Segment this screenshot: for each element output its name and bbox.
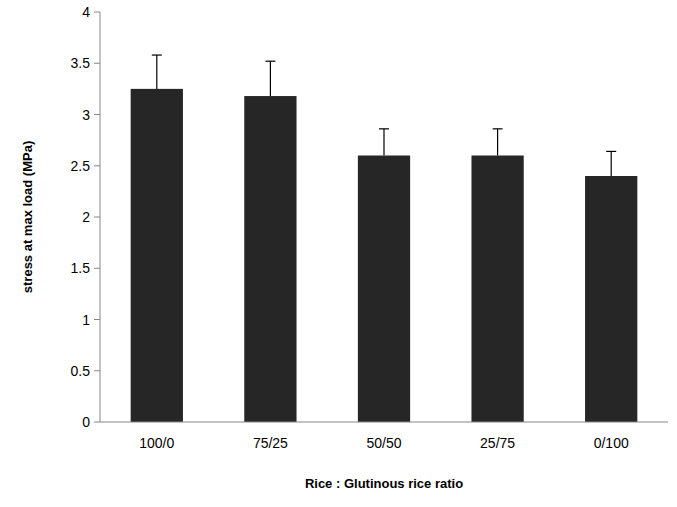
y-tick: [94, 12, 100, 13]
bar: [131, 89, 183, 422]
y-tick-label: 3.5: [71, 55, 91, 71]
y-tick: [94, 63, 100, 64]
x-tick-label: 50/50: [366, 435, 401, 451]
error-cap: [379, 128, 389, 129]
error-cap: [606, 151, 616, 152]
y-tick-label: 3: [82, 107, 90, 123]
error-bar: [493, 129, 503, 156]
x-tick-label: 0/100: [594, 435, 629, 451]
error-bar: [379, 129, 389, 156]
y-tick-label: 2: [82, 209, 90, 225]
x-tick-label: 25/75: [480, 435, 515, 451]
error-stem: [270, 61, 271, 96]
error-stem: [156, 55, 157, 89]
error-cap: [493, 128, 503, 129]
marks: [131, 55, 638, 422]
x-tick-label: 100/0: [139, 435, 174, 451]
y-tick: [94, 268, 100, 269]
y-tick: [94, 422, 100, 423]
bar: [585, 176, 637, 422]
error-cap: [152, 54, 162, 55]
y-axis: [100, 12, 101, 422]
bar: [244, 96, 296, 422]
y-tick: [94, 217, 100, 218]
y-tick-label: 4: [82, 4, 90, 20]
error-bar: [265, 61, 275, 96]
error-stem: [383, 129, 384, 156]
y-tick-label: 0: [82, 414, 90, 430]
y-tick-label: 2.5: [71, 158, 91, 174]
error-cap: [265, 61, 275, 62]
y-tick: [94, 370, 100, 371]
y-tick-label: 1: [82, 312, 90, 328]
y-axis-title: stress at max load (MPa): [20, 141, 35, 293]
error-bar: [606, 151, 616, 176]
x-tick-label: 75/25: [253, 435, 288, 451]
error-bar: [152, 55, 162, 89]
y-tick-label: 1.5: [71, 260, 91, 276]
y-tick: [94, 114, 100, 115]
x-axis: [100, 422, 668, 423]
y-tick: [94, 319, 100, 320]
chart: 0 0.5 1 1.5 2 2.5 3 3.5 4 100/0 75/25 50/50 25/75 0/1…: [0, 0, 677, 507]
x-axis-title: Rice : Glutinous rice ratio: [305, 476, 463, 491]
bar: [358, 156, 410, 423]
bar: [471, 156, 523, 423]
y-tick: [94, 165, 100, 166]
y-tick-label: 0.5: [71, 363, 91, 379]
error-stem: [497, 129, 498, 156]
error-stem: [611, 151, 612, 176]
